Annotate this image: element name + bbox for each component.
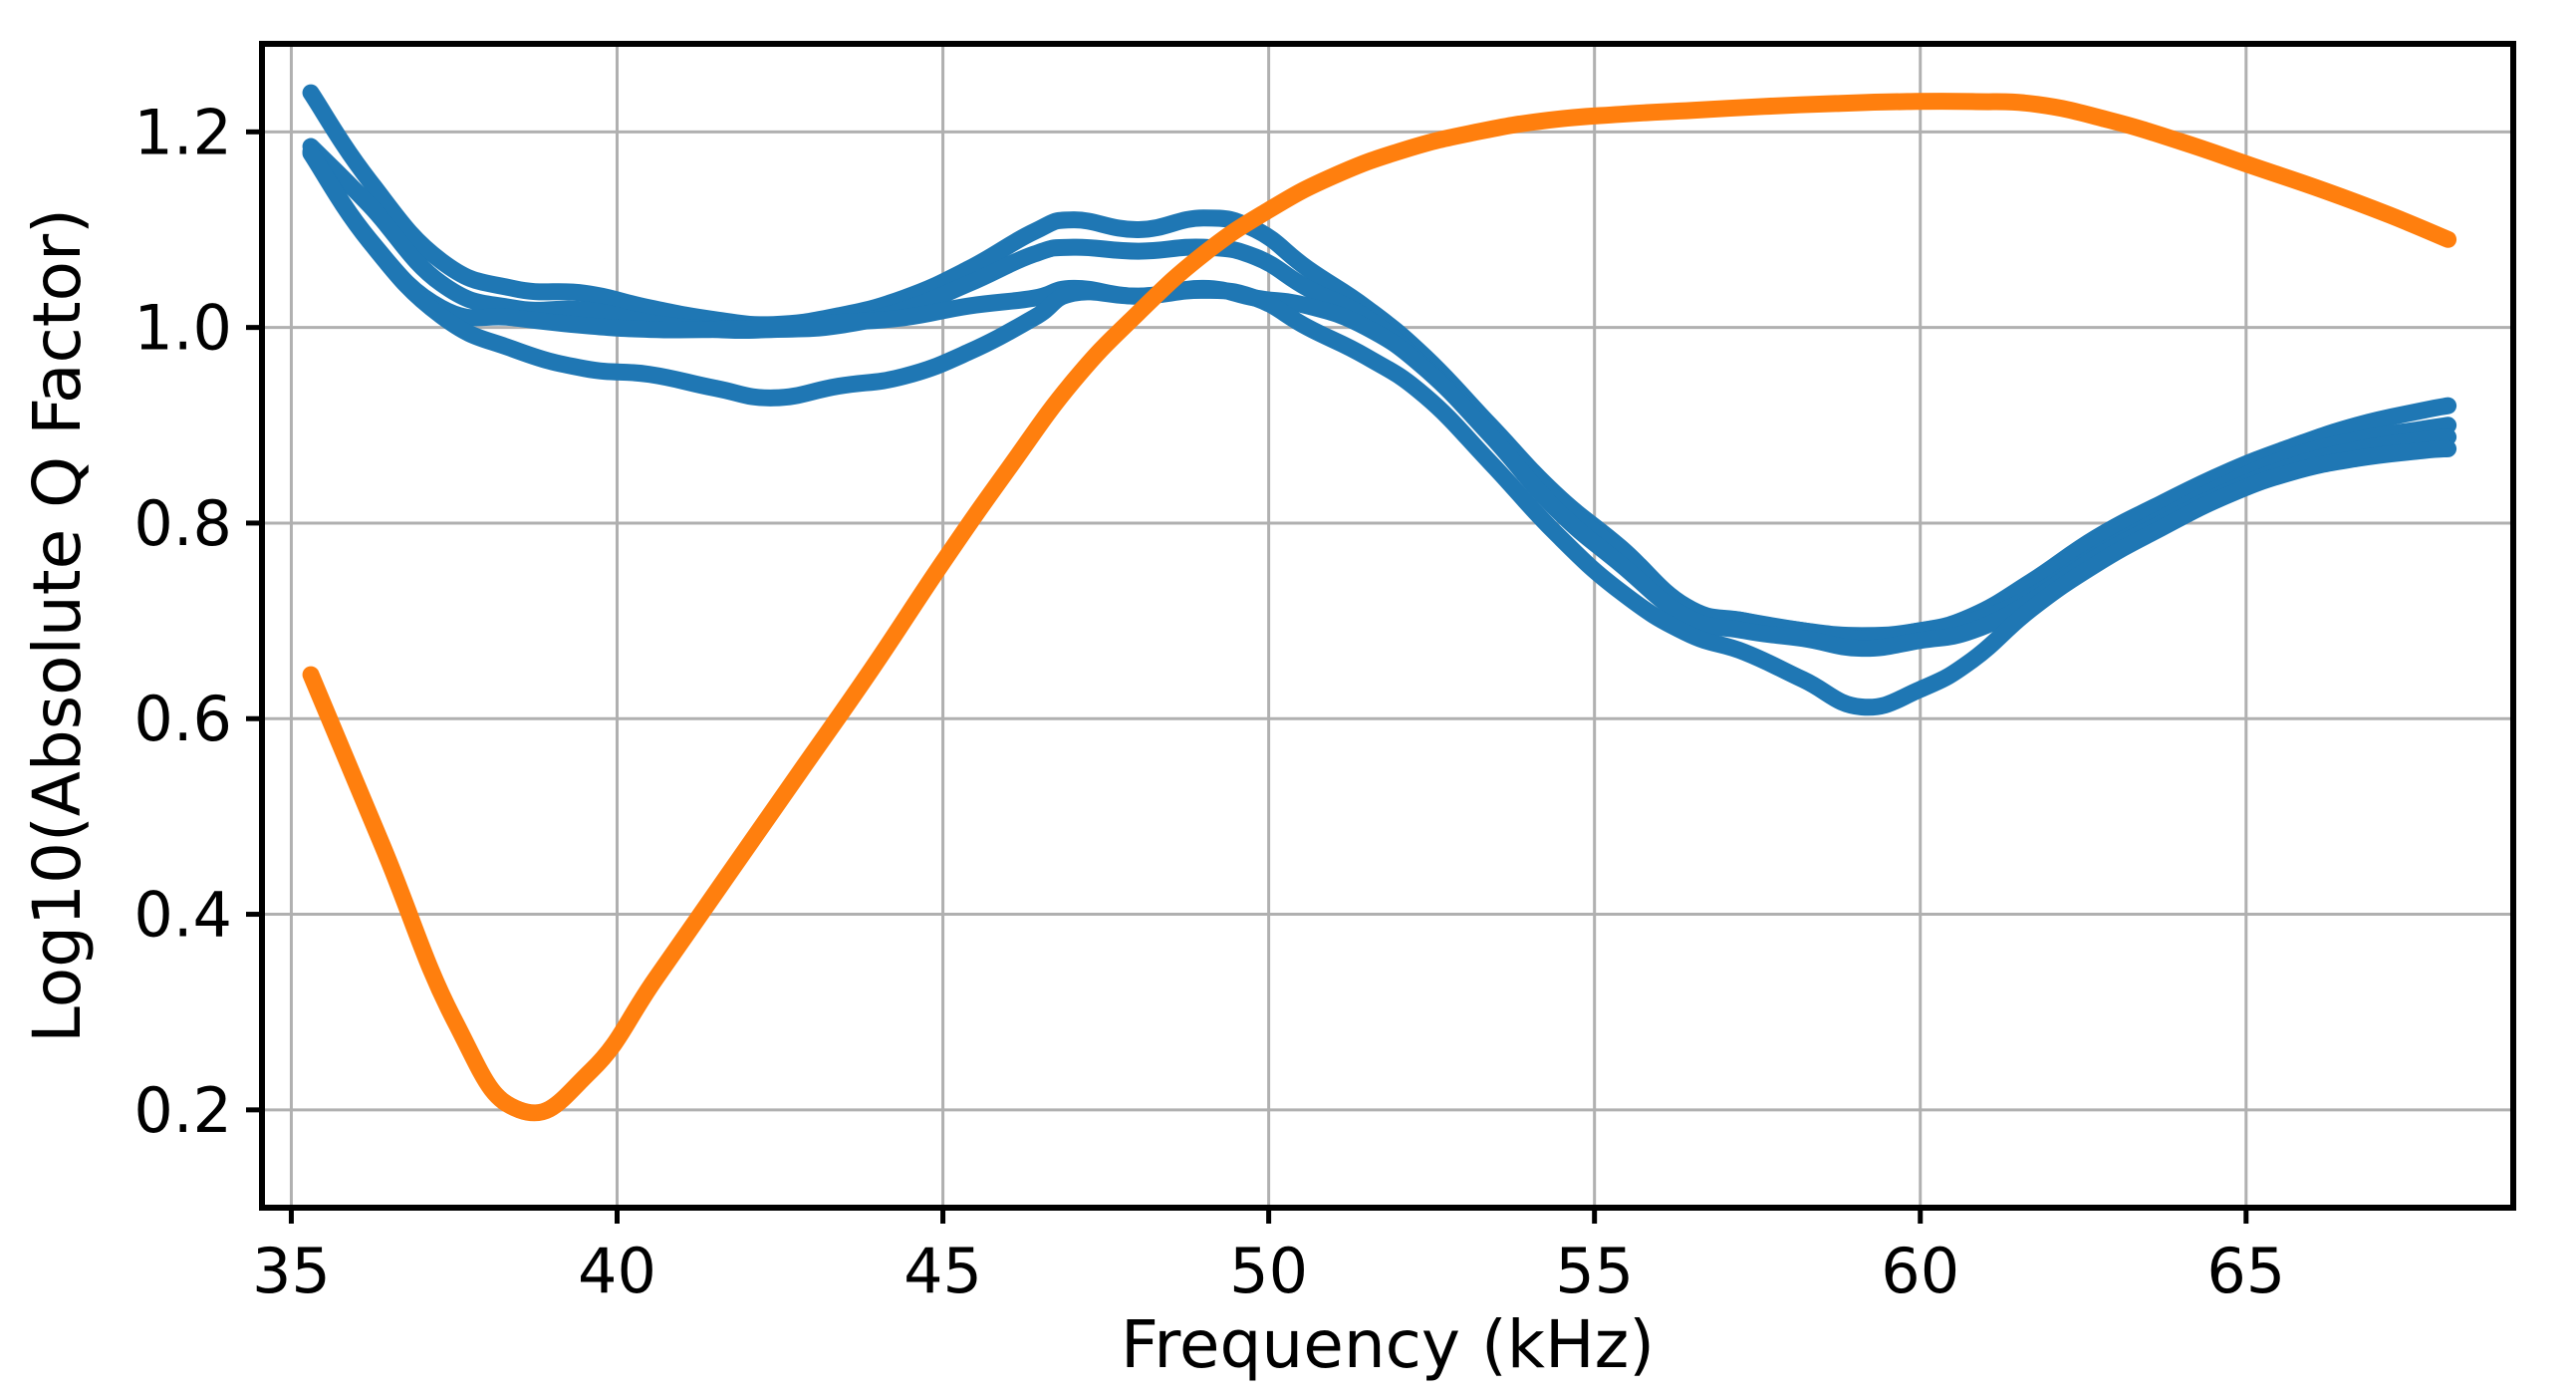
series-group — [302, 84, 2457, 1122]
y-tick-label-1.0: 1.0 — [133, 292, 232, 365]
y-tick-label-0.2: 0.2 — [133, 1074, 232, 1147]
series-line-blue-4 — [302, 144, 2457, 716]
x-tick-label-35: 35 — [252, 1235, 331, 1307]
x-tick-labels: 35 40 45 50 55 60 65 — [252, 1235, 2285, 1307]
y-tick-label-0.4: 0.4 — [133, 879, 232, 952]
x-tick-label-55: 55 — [1555, 1235, 1634, 1307]
x-tick-label-60: 60 — [1881, 1235, 1959, 1307]
x-tick-label-40: 40 — [578, 1235, 656, 1307]
x-axis-title: Frequency (kHz) — [1121, 1306, 1655, 1383]
y-tick-label-1.2: 1.2 — [133, 96, 232, 168]
tick-marks — [246, 129, 2249, 1224]
series-line-orange-1 — [302, 93, 2457, 1122]
axes-spines — [259, 41, 2516, 1211]
y-tick-label-0.8: 0.8 — [133, 487, 232, 560]
x-tick-label-65: 65 — [2206, 1235, 2285, 1307]
x-tick-label-50: 50 — [1229, 1235, 1308, 1307]
plot-background — [262, 44, 2513, 1208]
y-tick-label-0.6: 0.6 — [133, 683, 232, 755]
y-tick-labels: 0.2 0.4 0.6 0.8 1.0 1.2 — [133, 96, 232, 1147]
y-axis-title: Log10(Absolute Q Factor) — [19, 208, 96, 1043]
x-tick-label-45: 45 — [903, 1235, 982, 1307]
